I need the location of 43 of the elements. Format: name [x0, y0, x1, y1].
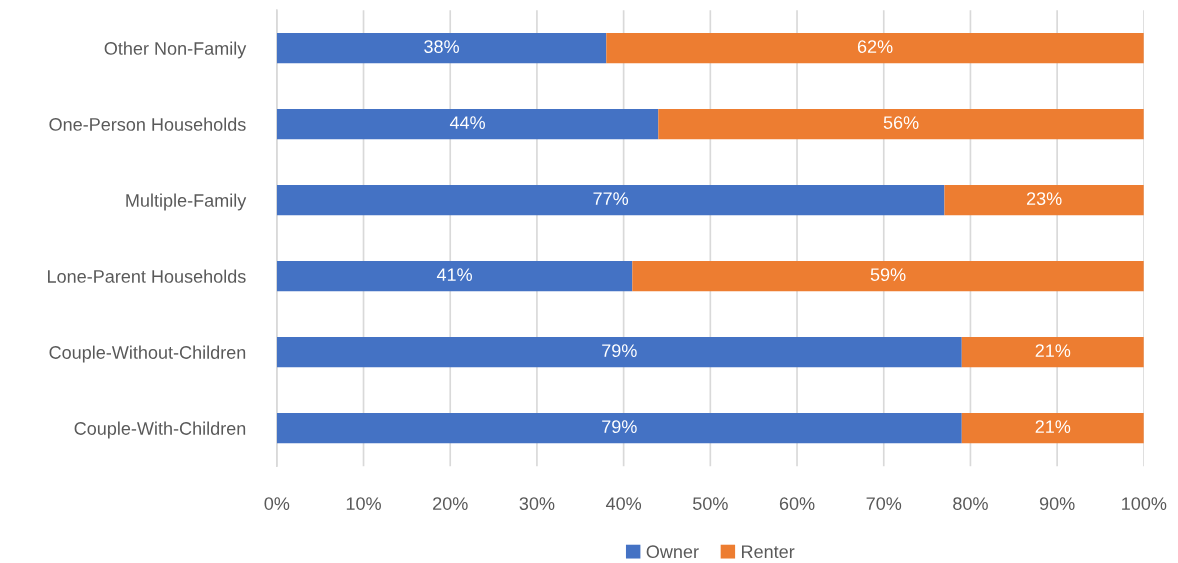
y-tick-label: Multiple-Family [126, 193, 247, 211]
x-tick-label: 0% [264, 497, 290, 510]
data-label: 79% [602, 344, 637, 357]
data-label: 44% [449, 116, 485, 129]
bar [276, 336, 962, 368]
bar [944, 184, 1144, 216]
x-tick-label: 90% [1039, 497, 1075, 510]
bar [961, 412, 1144, 444]
bar [658, 108, 1144, 140]
data-label: 41% [436, 268, 472, 281]
data-label: 77% [593, 192, 629, 205]
bar [606, 32, 1144, 64]
bar [276, 108, 659, 140]
bar [632, 260, 1144, 292]
y-tick-label: Lone-Parent Households [48, 269, 246, 283]
x-tick-label: 10% [346, 497, 381, 510]
data-label: 38% [424, 40, 459, 53]
bar [276, 32, 607, 64]
legend-label: Renter [742, 545, 795, 559]
data-label: 21% [1035, 344, 1071, 357]
y-tick-label: One-Person Households [49, 117, 246, 131]
bar [961, 336, 1144, 368]
data-label: 23% [1026, 192, 1062, 205]
x-tick-label: 30% [519, 497, 555, 510]
data-label: 59% [870, 268, 906, 281]
legend-label: Owner [646, 545, 699, 559]
x-tick-label: 80% [953, 497, 988, 510]
bar [276, 260, 633, 292]
y-tick-label: Couple-Without-Children [49, 345, 246, 363]
y-tick-label: Couple-With-Children [74, 421, 246, 439]
data-label: 79% [602, 420, 637, 434]
x-tick-label: 20% [433, 497, 468, 510]
bar [276, 412, 962, 444]
data-label: 62% [857, 40, 893, 53]
bar [276, 184, 945, 216]
x-tick-label: 70% [866, 497, 902, 510]
data-label: 21% [1035, 420, 1071, 433]
x-tick-label: 50% [692, 497, 728, 510]
x-tick-label: 60% [779, 497, 815, 510]
y-tick-label: Other Non-Family [104, 41, 247, 59]
data-label: 56% [883, 116, 919, 129]
x-tick-label: 100% [1122, 497, 1167, 510]
x-tick-label: 40% [605, 497, 642, 510]
